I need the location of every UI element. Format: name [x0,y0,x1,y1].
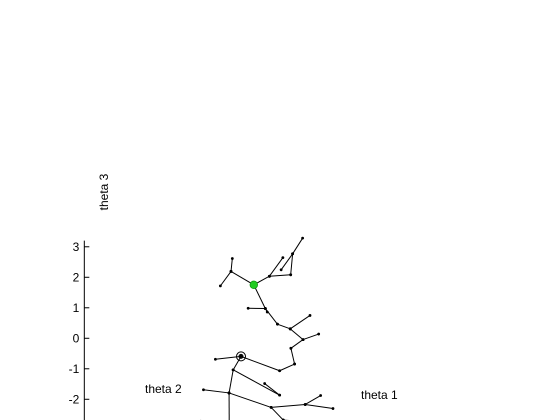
tree-node [265,310,269,314]
tree-node [291,252,295,256]
z-tick-label: 3 [73,240,80,254]
tree-node [263,307,267,310]
special-markers [236,280,258,362]
tree-edge [271,403,306,408]
start-marker [249,280,258,290]
tree-node [276,322,279,326]
tree-edge [270,407,284,420]
tree-node [288,327,292,331]
tree-node [278,393,282,397]
tree-edge [203,389,230,394]
tree-node [303,403,307,406]
tree-node [281,256,285,260]
tree-edge [219,271,232,287]
tree-node [301,338,305,341]
tree-node [269,406,273,409]
tree-node [289,346,293,350]
tree-node [293,362,296,366]
tree-node [239,355,243,358]
tree-edge [269,274,291,277]
tree-node [227,391,231,395]
tree-node [268,274,271,278]
y-axis-label: theta 2 [145,382,182,396]
tree-edge [290,253,294,275]
tree-nodes [200,236,335,420]
tree-edge [290,339,304,349]
tree-node [218,284,222,288]
tree-node [317,332,321,336]
x-axis-label: theta 1 [361,388,398,402]
tree-node [230,257,234,260]
axes-frame [83,240,90,420]
tree-edge [240,355,280,372]
tree-node [214,357,217,361]
highlight-marker [236,351,246,362]
tree-node [229,270,233,273]
tree-edge [228,392,272,408]
tree-node [263,382,267,385]
tree-node [319,394,323,397]
tree-edge [302,333,319,341]
tree-edge [230,270,255,286]
z-tick-label: 0 [73,331,80,345]
z-tick-label: 2 [73,270,80,284]
tree-edge [289,328,304,340]
z-tick-label: -1 [69,362,80,376]
tree-edges [203,237,334,420]
tree-edge [290,348,296,365]
tree-edge [230,258,233,272]
tree-edge [228,369,234,394]
tree-node [331,407,335,410]
tree-edge [289,315,311,330]
tree-edge [232,369,280,396]
tree-edge [264,383,280,396]
tree-edge [280,253,294,271]
tree-edge [279,363,295,372]
tree-node [246,306,250,310]
tree-node [308,314,312,317]
tree-edge [277,323,291,330]
tree-edge [253,284,266,309]
tree-edge [232,356,242,371]
tree-node [202,388,205,392]
z-tick-label: 1 [73,301,80,315]
z-tick-label: -2 [69,392,80,406]
tree-node [289,273,293,277]
highlight-marker-inner [238,353,244,359]
tree-node [231,368,235,372]
tree-node [278,369,282,373]
tree-edge [304,395,321,405]
tree-node [301,236,305,240]
tree-edge [269,257,284,277]
tree-node [279,268,283,272]
tree-edge [305,403,334,410]
z-axis-label: theta 3 [97,173,111,210]
tree-edge [292,237,304,255]
